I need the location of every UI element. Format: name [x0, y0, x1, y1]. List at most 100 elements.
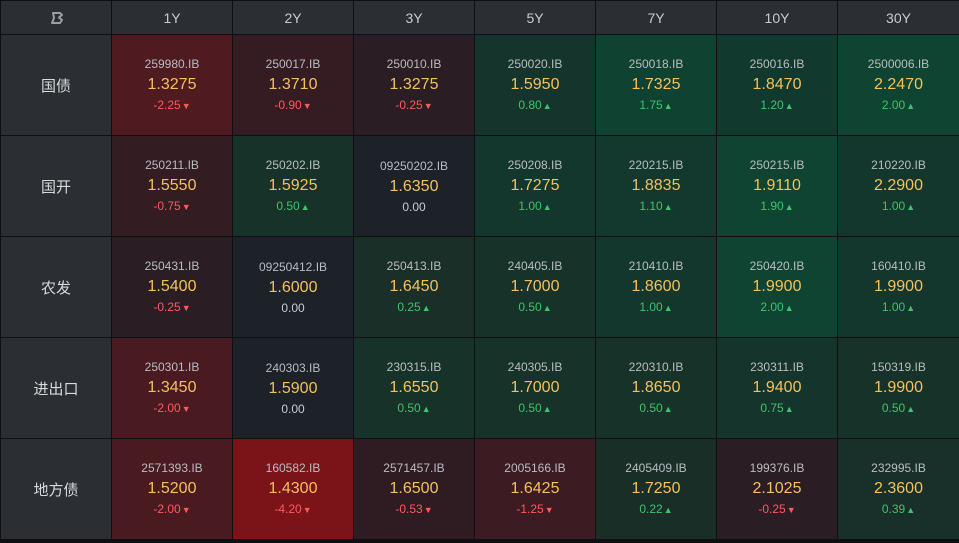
bond-change-value: 0.50 [518, 300, 542, 314]
bond-change: 0.00 [281, 301, 304, 315]
bond-code: 2405409.IB [625, 461, 687, 475]
arrow-up-icon: ▲ [906, 505, 916, 515]
bond-cell[interactable]: 230315.IB 1.6550 0.50▲ [354, 338, 474, 438]
bond-cell[interactable]: 210220.IB 2.2900 1.00▲ [838, 136, 959, 236]
bond-cell[interactable]: 2405409.IB 1.7250 0.22▲ [596, 439, 716, 539]
bond-change-value: 0.50 [881, 401, 906, 415]
bond-code: 250208.IB [507, 158, 563, 172]
bond-change-value: 1.20 [760, 98, 784, 112]
bond-cell[interactable]: 250413.IB 1.6450 0.25▲ [354, 237, 474, 337]
bond-cell[interactable]: 160410.IB 1.9900 1.00▲ [838, 237, 959, 337]
bond-yield: 1.9400 [752, 379, 802, 396]
bond-change-value: 0.39 [881, 502, 906, 516]
bond-change-value: 1.00 [881, 300, 906, 314]
bond-code: 240303.IB [265, 360, 321, 375]
arrow-down-icon: ▼ [423, 101, 433, 111]
tenor-header[interactable]: 2Y [233, 1, 353, 34]
bond-change: 1.00▲ [882, 199, 915, 214]
bond-code: 250431.IB [144, 259, 200, 273]
arrow-up-icon: ▲ [542, 202, 552, 212]
bond-yield: 1.9110 [753, 177, 801, 194]
bond-cell[interactable]: 250208.IB 1.7275 1.00▲ [475, 136, 595, 236]
bond-yield: 1.6550 [389, 379, 439, 396]
bond-change-value: 1.00 [518, 199, 542, 213]
tenor-header[interactable]: 3Y [354, 1, 474, 34]
bond-cell[interactable]: 09250202.IB 1.6350 0.00 [354, 136, 474, 236]
logo-icon [51, 11, 64, 24]
bond-cell[interactable]: 250020.IB 1.5950 0.80▲ [475, 35, 595, 135]
bond-cell[interactable]: 220215.IB 1.8835 1.10▲ [596, 136, 716, 236]
bond-change-value: -0.90 [274, 98, 302, 112]
bond-cell[interactable]: 09250412.IB 1.6000 0.00 [233, 237, 353, 337]
row-label: 农发 [1, 237, 111, 337]
bond-yield: 1.9900 [752, 278, 802, 295]
bond-cell[interactable]: 250017.IB 1.3710 -0.90▼ [233, 35, 353, 135]
bond-change-value: 0.00 [402, 199, 426, 214]
arrow-up-icon: ▲ [542, 101, 552, 111]
bond-change-value: -2.00 [153, 502, 181, 516]
arrow-up-icon: ▲ [421, 404, 431, 414]
bond-cell[interactable]: 150319.IB 1.9900 0.50▲ [838, 338, 959, 438]
bond-change: -1.25▼ [516, 502, 553, 517]
bond-cell[interactable]: 240303.IB 1.5900 0.00 [233, 338, 353, 438]
tenor-header[interactable]: 5Y [475, 1, 595, 34]
bond-cell[interactable]: 240305.IB 1.7000 0.50▲ [475, 338, 595, 438]
bond-code: 230311.IB [750, 360, 804, 374]
bond-cell[interactable]: 220310.IB 1.8650 0.50▲ [596, 338, 716, 438]
bond-cell[interactable]: 250202.IB 1.5925 0.50▲ [233, 136, 353, 236]
bond-yield: 1.8835 [631, 177, 681, 194]
arrow-down-icon: ▼ [181, 202, 191, 212]
bond-code: 250413.IB [386, 259, 442, 273]
bond-change: 1.10▲ [639, 199, 672, 214]
bond-yield: 1.5400 [147, 278, 197, 295]
bond-yield: 1.4300 [268, 480, 318, 497]
bond-code: 250202.IB [265, 158, 321, 172]
bond-cell[interactable]: 250431.IB 1.5400 -0.25▼ [112, 237, 232, 337]
bond-code: 250301.IB [144, 360, 200, 374]
bond-cell[interactable]: 250018.IB 1.7325 1.75▲ [596, 35, 716, 135]
bond-cell[interactable]: 2005166.IB 1.6425 -1.25▼ [475, 439, 595, 539]
bond-yield: 1.5925 [268, 177, 318, 194]
bond-cell[interactable]: 2500006.IB 2.2470 2.00▲ [838, 35, 959, 135]
bond-change-value: 0.80 [518, 98, 542, 112]
bond-yield: 1.6500 [389, 480, 439, 497]
tenor-header[interactable]: 10Y [717, 1, 837, 34]
bond-cell[interactable]: 210410.IB 1.8600 1.00▲ [596, 237, 716, 337]
bond-change: -2.00▼ [153, 502, 190, 517]
bond-change-value: -2.25 [153, 98, 181, 112]
bond-cell[interactable]: 250016.IB 1.8470 1.20▲ [717, 35, 837, 135]
bond-code: 250420.IB [749, 259, 805, 273]
bond-cell[interactable]: 259980.IB 1.3275 -2.25▼ [112, 35, 232, 135]
bond-cell[interactable]: 250301.IB 1.3450 -2.00▼ [112, 338, 232, 438]
bond-change: 0.50▲ [276, 199, 309, 214]
bond-cell[interactable]: 2571393.IB 1.5200 -2.00▼ [112, 439, 232, 539]
bond-change-value: 2.00 [881, 98, 906, 112]
bond-change: 0.50▲ [518, 401, 551, 416]
bond-code: 240405.IB [507, 259, 563, 273]
bond-cell[interactable]: 250215.IB 1.9110 1.90▲ [717, 136, 837, 236]
tenor-header[interactable]: 7Y [596, 1, 716, 34]
bond-cell[interactable]: 2571457.IB 1.6500 -0.53▼ [354, 439, 474, 539]
bond-change: -4.20▼ [274, 502, 311, 517]
bond-cell[interactable]: 250211.IB 1.5550 -0.75▼ [112, 136, 232, 236]
bond-cell[interactable]: 250420.IB 1.9900 2.00▲ [717, 237, 837, 337]
tenor-header[interactable]: 30Y [838, 1, 959, 34]
bond-change: 1.00▲ [518, 199, 551, 214]
bond-cell[interactable]: 160582.IB 1.4300 -4.20▼ [233, 439, 353, 539]
bond-cell[interactable]: 240405.IB 1.7000 0.50▲ [475, 237, 595, 337]
bond-cell[interactable]: 250010.IB 1.3275 -0.25▼ [354, 35, 474, 135]
bond-cell[interactable]: 199376.IB 2.1025 -0.25▼ [717, 439, 837, 539]
bond-code: 259980.IB [144, 57, 200, 71]
bond-code: 250017.IB [265, 57, 321, 71]
bond-change: -0.25▼ [153, 300, 190, 315]
bond-change: -2.00▼ [153, 401, 190, 416]
bond-cell[interactable]: 232995.IB 2.3600 0.39▲ [838, 439, 959, 539]
bond-change: 0.00 [281, 402, 304, 416]
tenor-header[interactable]: 1Y [112, 1, 232, 34]
bond-yield: 1.6000 [268, 278, 318, 296]
bond-code: 230315.IB [386, 360, 442, 374]
bond-cell[interactable]: 230311.IB 1.9400 0.75▲ [717, 338, 837, 438]
bond-code: 2500006.IB [867, 57, 930, 71]
bond-change-value: -4.20 [274, 502, 302, 516]
arrow-up-icon: ▲ [421, 303, 431, 313]
